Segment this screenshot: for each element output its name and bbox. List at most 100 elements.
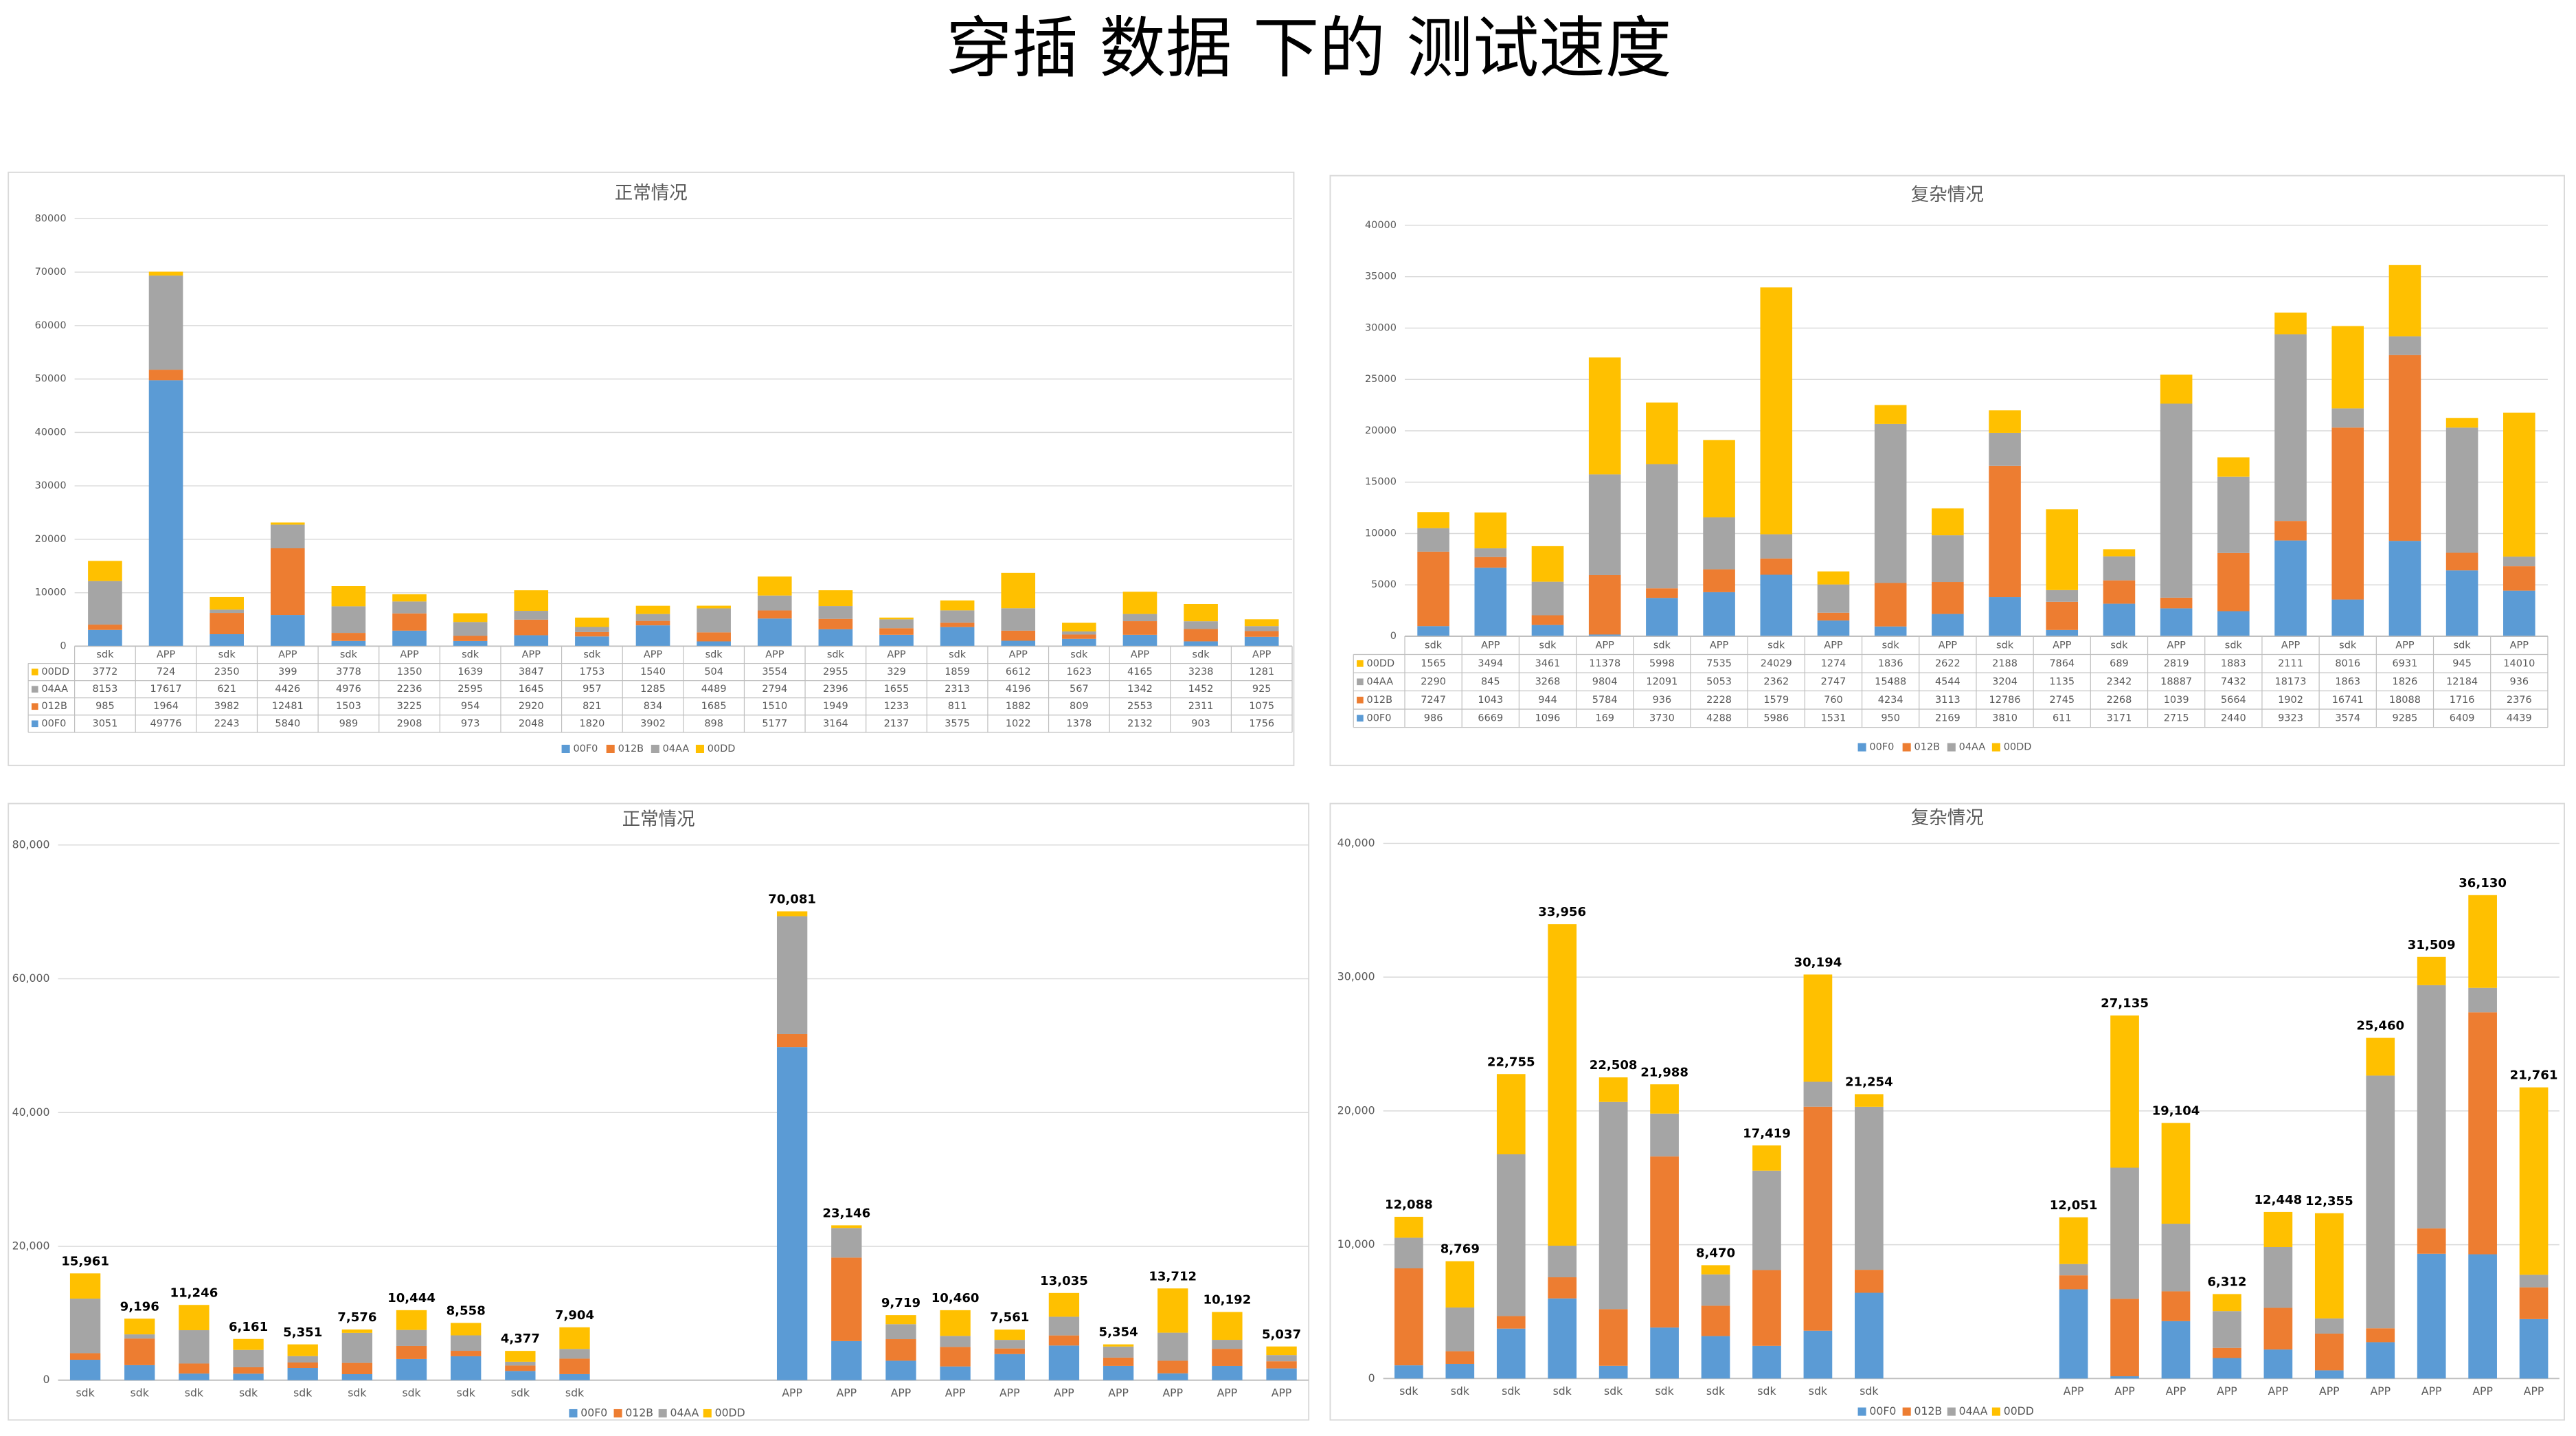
table-value: 9804: [1592, 676, 1618, 687]
x-tick-label: APP: [2064, 1384, 2084, 1398]
bar-segment: [453, 622, 488, 636]
total-label: 30,194: [1794, 955, 1842, 969]
bar-segment: [2503, 557, 2535, 567]
bar-segment: [1650, 1327, 1679, 1379]
x-tick-label: sdk: [1996, 640, 2014, 651]
table-value: 3461: [1535, 658, 1561, 669]
bar-segment: [1760, 287, 1793, 535]
x-tick-label: sdk: [185, 1387, 204, 1400]
bar-segment: [451, 1351, 482, 1356]
bar-segment: [1103, 1365, 1134, 1380]
table-value: 973: [461, 718, 480, 729]
table-value: 2342: [2107, 676, 2132, 687]
table-value: 12481: [272, 701, 304, 712]
bar-segment: [1445, 1351, 1475, 1364]
bar-segment: [1184, 629, 1218, 642]
bar-segment: [1803, 974, 1833, 1082]
x-tick-label: sdk: [96, 649, 114, 660]
table-value: 15488: [1875, 676, 1906, 687]
legend-key: [1857, 743, 1866, 752]
table-value: 1756: [1249, 718, 1274, 729]
bar-segment: [1701, 1305, 1730, 1336]
bar-segment: [233, 1338, 264, 1350]
x-tick-label: APP: [1054, 1387, 1074, 1400]
total-label: 10,192: [1204, 1293, 1252, 1308]
panel: [8, 171, 1295, 767]
bar-segment: [559, 1327, 590, 1349]
table-value: 1531: [1821, 713, 1846, 723]
bar-segment: [757, 595, 792, 611]
table-value: 2553: [1127, 701, 1153, 712]
bar-segment: [1932, 508, 1964, 536]
table-legend-key: [1357, 715, 1364, 722]
bar-segment: [1760, 558, 1793, 575]
bar-segment: [1266, 1361, 1297, 1369]
y-tick-label: 0: [1368, 1371, 1375, 1384]
x-tick-label: APP: [1162, 1387, 1183, 1400]
total-label: 10,460: [931, 1291, 980, 1305]
total-label: 22,508: [1590, 1058, 1638, 1073]
bar-segment: [1874, 626, 1907, 636]
table-value: 4234: [1878, 695, 1903, 706]
x-tick-label: APP: [782, 1387, 802, 1400]
bar-segment: [1650, 1113, 1679, 1157]
bar-segment: [2417, 956, 2446, 985]
x-tick-label: sdk: [1860, 1384, 1879, 1398]
bar-segment: [1048, 1335, 1080, 1346]
bar-segment: [396, 1310, 427, 1330]
table-value: 611: [2053, 713, 2072, 723]
table-value: 329: [887, 666, 906, 677]
table-value: 2313: [945, 684, 970, 695]
y-tick-label: 20000: [1365, 425, 1397, 436]
bar-segment: [2445, 418, 2478, 428]
bar-segment: [2417, 1253, 2446, 1379]
bar-segment: [2059, 1289, 2088, 1379]
bar-segment: [2274, 540, 2307, 636]
bar-segment: [757, 576, 792, 596]
bar-segment: [2161, 1224, 2191, 1292]
table-value: 17617: [150, 684, 182, 695]
table-series-name: 00F0: [1367, 713, 1392, 723]
bar-segment: [2160, 608, 2193, 636]
legend-label: 04AA: [1959, 742, 1986, 753]
bar-segment: [453, 640, 488, 647]
bar-segment: [2503, 566, 2535, 591]
x-tick-label: sdk: [1882, 640, 1900, 651]
table-value: 1883: [2221, 658, 2246, 669]
bar-segment: [233, 1367, 264, 1374]
table-value: 1540: [640, 666, 666, 677]
bar-segment: [1266, 1355, 1297, 1362]
bar-segment: [635, 620, 670, 626]
table-value: 3204: [1992, 676, 2018, 687]
table-value: 944: [1538, 695, 1557, 706]
table-series-name: 00F0: [41, 718, 66, 729]
table-value: 6931: [2393, 658, 2418, 669]
table-value: 1135: [2049, 676, 2075, 687]
bar-segment: [396, 1358, 427, 1380]
table-value: 567: [1070, 684, 1089, 695]
bar-segment: [1122, 621, 1157, 635]
total-label: 7,576: [337, 1310, 376, 1325]
table-value: 2396: [823, 684, 848, 695]
total-label: 23,146: [822, 1206, 870, 1220]
x-tick-label: APP: [2167, 640, 2186, 651]
bar-segment: [1760, 574, 1793, 636]
table-value: 1281: [1249, 666, 1274, 677]
bar-segment: [2468, 987, 2497, 1013]
bar-segment: [2314, 1333, 2344, 1371]
table-value: 5840: [275, 718, 300, 729]
bar-segment: [1989, 597, 2021, 636]
x-tick-label: sdk: [1553, 1384, 1572, 1398]
table-value: 4976: [336, 684, 361, 695]
table-value: 1639: [457, 666, 483, 677]
x-tick-label: APP: [2510, 640, 2529, 651]
table-value: 1623: [1066, 666, 1092, 677]
bar-segment: [1048, 1292, 1080, 1317]
bar-segment: [270, 524, 305, 548]
bar-segment: [451, 1335, 482, 1351]
legend-label: 00F0: [573, 743, 598, 754]
x-tick-label: APP: [2166, 1384, 2187, 1398]
table-legend-key: [31, 669, 38, 675]
bar-segment: [2388, 336, 2421, 355]
x-tick-label: sdk: [348, 1387, 367, 1400]
